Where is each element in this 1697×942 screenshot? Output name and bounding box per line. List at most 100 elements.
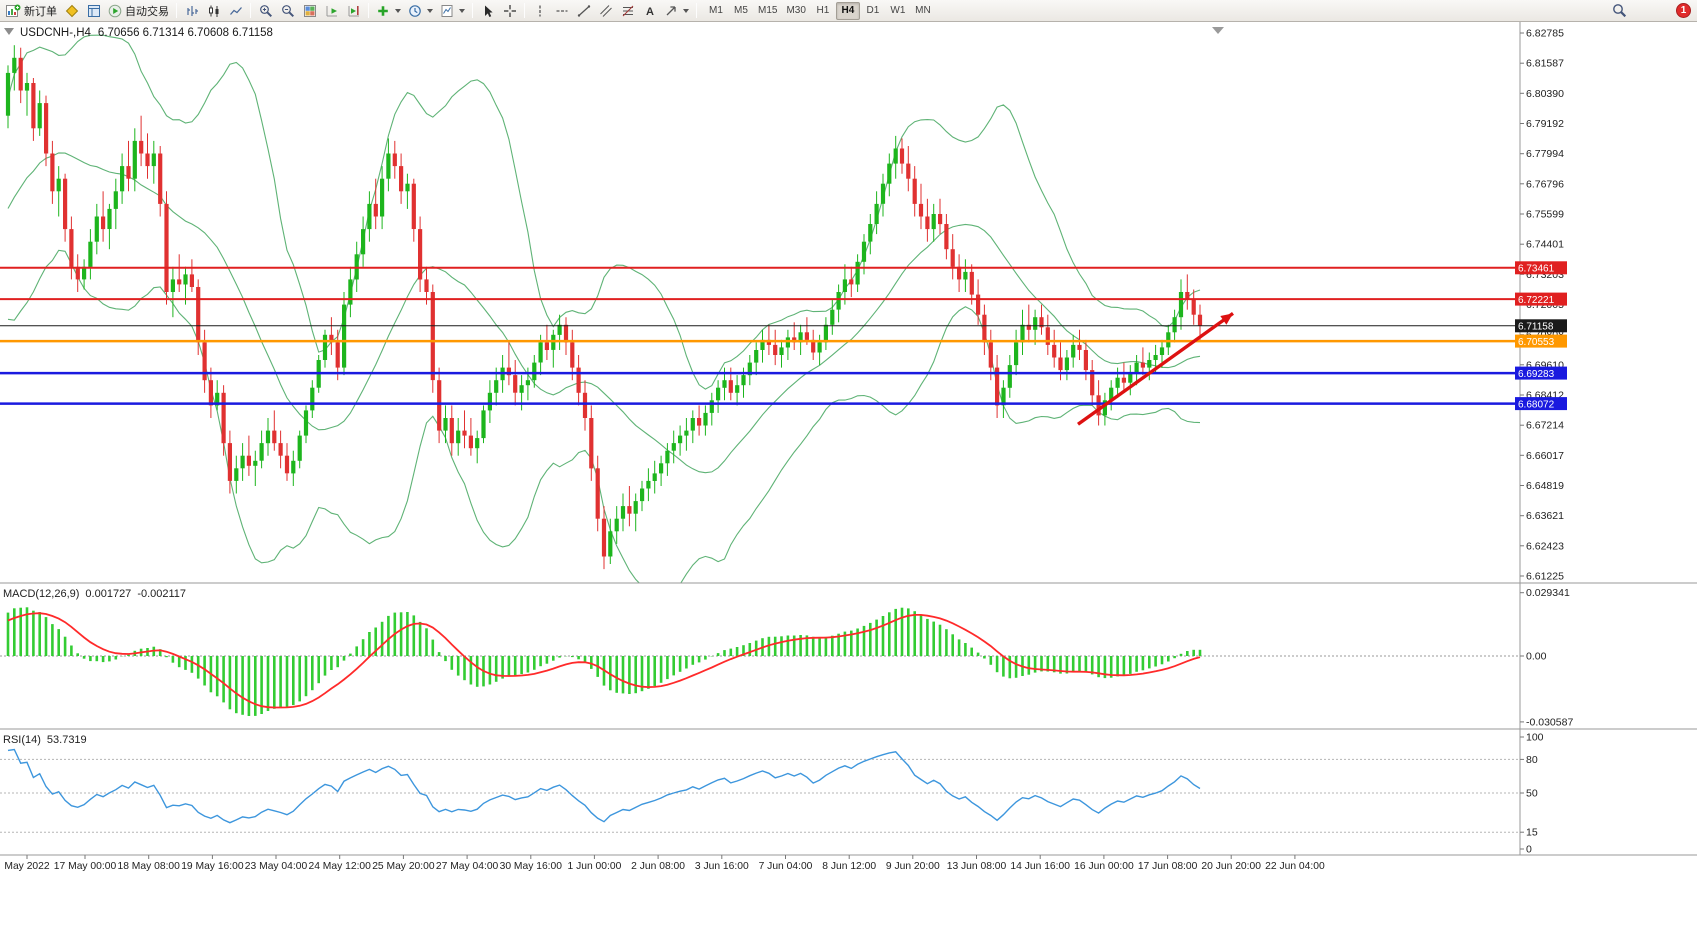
- zoom-in-button[interactable]: [255, 1, 276, 21]
- svg-text:2 Jun 08:00: 2 Jun 08:00: [631, 861, 685, 872]
- svg-text:6.80390: 6.80390: [1526, 88, 1564, 100]
- time-axis[interactable]: May 2022 17 May 00:00 18 May 08:00 19 May 1…: [4, 855, 1325, 872]
- template-icon: [441, 4, 453, 17]
- text-tool-button[interactable]: A: [639, 1, 660, 21]
- svg-text:6.74401: 6.74401: [1526, 239, 1564, 251]
- chevron-down-icon: [683, 8, 689, 13]
- templates-button[interactable]: [437, 1, 468, 21]
- vertical-line-icon: [538, 5, 541, 16]
- data-window-button[interactable]: [83, 1, 104, 21]
- svg-text:6.69283: 6.69283: [1518, 369, 1555, 380]
- svg-text:20 Jun 20:00: 20 Jun 20:00: [1201, 861, 1261, 872]
- svg-text:80: 80: [1526, 754, 1538, 766]
- arrow-tools-button[interactable]: [661, 1, 692, 21]
- main-toolbar: 新订单 自动交易: [0, 0, 1697, 22]
- autotrading-label: 自动交易: [125, 5, 169, 18]
- candlestick-chart-icon: [208, 5, 218, 17]
- timeframe-button-m5[interactable]: M5: [734, 5, 748, 16]
- bar-chart-button[interactable]: [181, 1, 202, 21]
- horizontal-line-icon: [556, 9, 567, 12]
- timeframe-button-mn[interactable]: MN: [915, 5, 931, 16]
- svg-text:15: 15: [1526, 827, 1538, 839]
- svg-text:24 May 12:00: 24 May 12:00: [308, 861, 371, 872]
- chart-render-layer: 6.82785 6.81587 6.80390 6.79192 6.77994 6.767…: [0, 22, 1697, 872]
- indicators-button[interactable]: [373, 1, 404, 21]
- timeframe-button-m30[interactable]: M30: [786, 5, 806, 16]
- svg-text:6.82785: 6.82785: [1526, 28, 1564, 40]
- svg-text:6.73461: 6.73461: [1518, 264, 1555, 275]
- text-tool-icon: A: [646, 6, 654, 18]
- timeframe-button-w1[interactable]: W1: [890, 5, 906, 16]
- zoom-in-icon: [259, 4, 272, 17]
- svg-text:6.79192: 6.79192: [1526, 118, 1564, 130]
- new-order-button[interactable]: 新订单: [3, 1, 60, 21]
- chart-shift-marker[interactable]: [1212, 27, 1224, 34]
- notification-badge[interactable]: 1: [1676, 3, 1691, 18]
- svg-text:0: 0: [1526, 844, 1532, 856]
- svg-text:13 Jun 08:00: 13 Jun 08:00: [947, 861, 1007, 872]
- svg-text:6.68072: 6.68072: [1518, 399, 1555, 410]
- vertical-line-button[interactable]: [529, 1, 550, 21]
- one-click-trading-toggle[interactable]: [4, 28, 14, 35]
- new-order-icon: [6, 4, 21, 17]
- timeframe-button-d1[interactable]: D1: [866, 5, 880, 16]
- line-chart-button[interactable]: [225, 1, 246, 21]
- toolbar-separator: [696, 3, 697, 18]
- chart-area[interactable]: 6.82785 6.81587 6.80390 6.79192 6.77994 6.767…: [0, 22, 1697, 942]
- cursor-button[interactable]: [477, 1, 498, 21]
- horizontal-line-objects[interactable]: [0, 266, 1520, 405]
- clock-icon: [409, 4, 421, 17]
- candlestick-chart-button[interactable]: [203, 1, 224, 21]
- autotrading-play-icon: [108, 4, 122, 17]
- horizontal-line-button[interactable]: [551, 1, 572, 21]
- autotrading-button[interactable]: 自动交易: [105, 1, 172, 21]
- rsi-value: 53.7319: [47, 734, 87, 746]
- svg-text:6.81587: 6.81587: [1526, 58, 1564, 70]
- timeframe-button-h4[interactable]: H4: [835, 1, 860, 20]
- svg-text:6.64819: 6.64819: [1526, 480, 1564, 492]
- periods-button[interactable]: [405, 1, 436, 21]
- arrow-tool-icon: [666, 5, 676, 15]
- svg-text:6.70553: 6.70553: [1518, 337, 1555, 348]
- toolbar-separator: [368, 3, 369, 18]
- svg-text:0.00: 0.00: [1526, 651, 1547, 663]
- trendline-button[interactable]: [573, 1, 594, 21]
- svg-text:23 May 04:00: 23 May 04:00: [245, 861, 308, 872]
- svg-text:22 Jun 04:00: 22 Jun 04:00: [1265, 861, 1325, 872]
- trendline-icon: [577, 4, 590, 17]
- bar-chart-icon: [186, 5, 198, 16]
- tile-windows-button[interactable]: [299, 1, 320, 21]
- trend-arrow[interactable]: [1077, 312, 1234, 426]
- profiles-button[interactable]: [61, 1, 82, 21]
- svg-text:0.029341: 0.029341: [1526, 587, 1570, 599]
- profiles-icon: [65, 4, 78, 17]
- channel-button[interactable]: [595, 1, 616, 21]
- timeframe-button-h1[interactable]: H1: [816, 5, 830, 16]
- svg-text:9 Jun 20:00: 9 Jun 20:00: [886, 861, 940, 872]
- chevron-down-icon: [427, 8, 433, 13]
- symbol-period-label: USDCNH-,H4: [20, 27, 92, 39]
- zoom-out-button[interactable]: [277, 1, 298, 21]
- svg-text:19 May 16:00: 19 May 16:00: [181, 861, 244, 872]
- panel-frames: [0, 22, 1697, 856]
- timeframe-group: M1 M5 M15 M30 H1 H4 D1 W1 MN: [704, 1, 935, 20]
- auto-scroll-button[interactable]: [321, 1, 342, 21]
- crosshair-button[interactable]: [499, 1, 520, 21]
- rsi-name: RSI(14): [3, 734, 41, 746]
- timeframe-button-m1[interactable]: M1: [709, 5, 723, 16]
- svg-text:6.66017: 6.66017: [1526, 450, 1564, 462]
- rsi-label: RSI(14) 53.7319: [3, 734, 87, 746]
- chevron-down-icon: [395, 8, 401, 13]
- chart-shift-button[interactable]: [343, 1, 364, 21]
- fibonacci-icon: [622, 5, 633, 16]
- ohlc-values: 6.70656 6.71314 6.70608 6.71158: [98, 27, 273, 39]
- price-axis[interactable]: 6.82785 6.81587 6.80390 6.79192 6.77994 6.767…: [1515, 28, 1573, 856]
- search-button[interactable]: [1609, 1, 1630, 21]
- timeframe-button-m15[interactable]: M15: [758, 5, 778, 16]
- fibonacci-button[interactable]: [617, 1, 638, 21]
- new-order-label: 新订单: [24, 5, 57, 18]
- svg-text:6.75599: 6.75599: [1526, 209, 1564, 221]
- macd-panel: [0, 607, 1520, 716]
- macd-name: MACD(12,26,9): [3, 588, 79, 600]
- toolbar-separator: [176, 3, 177, 18]
